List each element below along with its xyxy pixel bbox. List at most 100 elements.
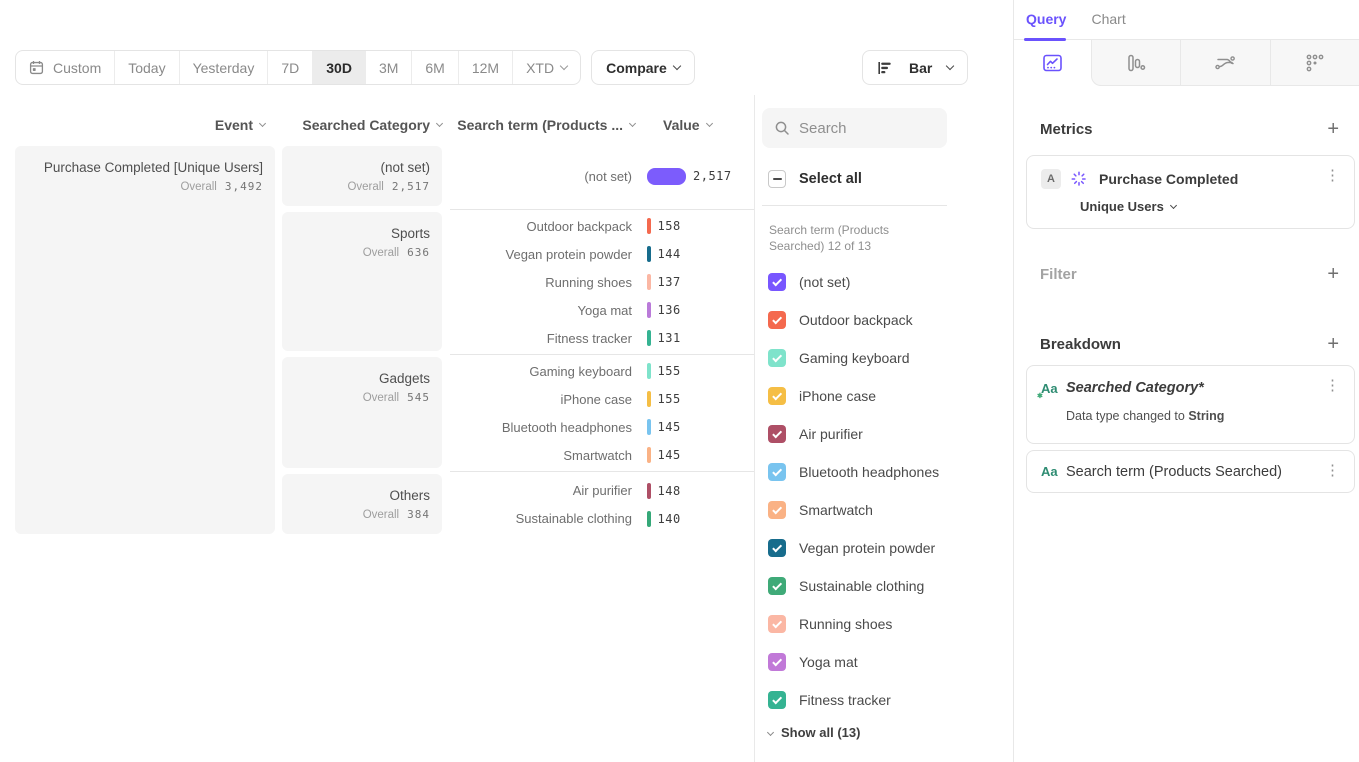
legend-checkbox[interactable]: [768, 691, 786, 709]
value-bar[interactable]: [647, 419, 651, 435]
chevron-down-icon: [946, 61, 955, 71]
search-term-row[interactable]: Fitness tracker 131: [450, 324, 754, 352]
legend-item[interactable]: Air purifier: [762, 415, 948, 453]
breakdown-card[interactable]: Aa Searched Category* ⋮ Data type change…: [1026, 365, 1355, 444]
search-term-row[interactable]: Vegan protein powder 144: [450, 240, 754, 268]
legend-checkbox[interactable]: [768, 425, 786, 443]
search-term-row[interactable]: Sustainable clothing 140: [450, 505, 754, 533]
legend-item[interactable]: Running shoes: [762, 605, 948, 643]
breakdown-property-name: Searched Category*: [1066, 380, 1204, 396]
select-all-checkbox[interactable]: [768, 170, 786, 188]
search-input[interactable]: [799, 119, 929, 137]
value-bar[interactable]: [647, 218, 651, 234]
search-term-row[interactable]: Bluetooth headphones 145: [450, 413, 754, 441]
column-header-event[interactable]: Event: [15, 117, 267, 133]
legend-checkbox[interactable]: [768, 501, 786, 519]
legend-item[interactable]: Vegan protein powder: [762, 529, 948, 567]
search-term-row[interactable]: Yoga mat 136: [450, 296, 754, 324]
legend-item[interactable]: Fitness tracker: [762, 681, 948, 719]
column-header-value[interactable]: Value: [663, 117, 713, 133]
legend-search[interactable]: [762, 108, 947, 148]
search-term-label: Outdoor backpack: [526, 218, 632, 234]
legend-checkbox[interactable]: [768, 653, 786, 671]
tab-insights[interactable]: [1014, 40, 1091, 86]
legend-item[interactable]: Gaming keyboard: [762, 339, 948, 377]
column-header-category[interactable]: Searched Category: [282, 117, 444, 133]
date-range-button[interactable]: Today: [114, 51, 178, 84]
add-filter-button[interactable]: +: [1327, 263, 1339, 285]
chevron-down-icon: [559, 61, 569, 71]
legend-checkbox[interactable]: [768, 311, 786, 329]
legend-item[interactable]: Sustainable clothing: [762, 567, 948, 605]
date-range-button[interactable]: 30D: [312, 51, 365, 84]
date-range-button[interactable]: 3M: [364, 51, 411, 84]
metric-card[interactable]: A Purchase Completed ⋮ Unique Users: [1026, 155, 1355, 229]
legend-item[interactable]: Yoga mat: [762, 643, 948, 681]
tab-query[interactable]: Query: [1026, 10, 1067, 27]
add-metric-button[interactable]: +: [1327, 118, 1339, 140]
add-breakdown-button[interactable]: +: [1327, 333, 1339, 355]
date-range-button[interactable]: Custom: [16, 51, 114, 84]
breakdown-menu-button[interactable]: ⋮: [1325, 462, 1340, 479]
event-cell[interactable]: Purchase Completed [Unique Users] Overal…: [15, 146, 275, 534]
value-bar[interactable]: [647, 274, 651, 290]
category-cell[interactable]: Gadgets Overall 545: [282, 357, 442, 468]
legend-item[interactable]: Smartwatch: [762, 491, 948, 529]
search-term-row[interactable]: Air purifier 148: [450, 477, 754, 505]
legend-checkbox[interactable]: [768, 577, 786, 595]
date-range-button[interactable]: XTD: [512, 51, 580, 84]
value-bar[interactable]: [647, 447, 651, 463]
legend-checkbox[interactable]: [768, 463, 786, 481]
search-term-row[interactable]: Gaming keyboard 155: [450, 357, 754, 385]
select-all-row[interactable]: Select all: [768, 170, 948, 188]
tab-flows[interactable]: [1180, 40, 1269, 85]
search-term-label: Vegan protein powder: [505, 246, 632, 262]
tab-funnels[interactable]: [1092, 40, 1180, 85]
legend-item[interactable]: Outdoor backpack: [762, 301, 948, 339]
date-range-button[interactable]: 12M: [457, 51, 512, 84]
value-bar[interactable]: [647, 363, 651, 379]
tab-chart[interactable]: Chart: [1091, 10, 1126, 27]
search-term-row[interactable]: Running shoes 137: [450, 268, 754, 296]
search-term-row[interactable]: iPhone case 155: [450, 385, 754, 413]
value-bar[interactable]: [647, 246, 651, 262]
legend-checkbox[interactable]: [768, 387, 786, 405]
legend-checkbox[interactable]: [768, 273, 786, 291]
value-bar[interactable]: [647, 167, 686, 185]
value-bar[interactable]: [647, 510, 651, 527]
column-header-search-term[interactable]: Search term (Products ...: [450, 117, 637, 133]
date-range-button[interactable]: Yesterday: [178, 51, 268, 84]
search-term-row[interactable]: Outdoor backpack 158: [450, 212, 754, 240]
search-term-label: Sustainable clothing: [515, 511, 632, 526]
search-term-row[interactable]: (not set) 2,517: [450, 162, 754, 190]
aggregation-dropdown[interactable]: Unique Users: [1080, 199, 1340, 214]
show-all-button[interactable]: Show all (13): [766, 725, 948, 740]
value-bar[interactable]: [647, 330, 651, 346]
legend-checkbox[interactable]: [768, 539, 786, 557]
string-type-icon: Aa: [1037, 381, 1063, 400]
breakdown-note: Data type changed to String: [1066, 409, 1225, 423]
legend-item-label: Vegan protein powder: [799, 540, 936, 556]
legend-checkbox[interactable]: [768, 349, 786, 367]
category-cell[interactable]: Others Overall 384: [282, 474, 442, 534]
legend-item[interactable]: (not set): [762, 263, 948, 301]
date-range-button[interactable]: 6M: [411, 51, 457, 84]
breakdown-menu-button[interactable]: ⋮: [1325, 377, 1340, 394]
compare-button[interactable]: Compare: [591, 50, 695, 85]
report-type-tabs: [1014, 40, 1359, 86]
legend-item[interactable]: Bluetooth headphones: [762, 453, 948, 491]
date-range-button[interactable]: 7D: [267, 51, 312, 84]
metric-menu-button[interactable]: ⋮: [1325, 167, 1340, 184]
legend-item[interactable]: iPhone case: [762, 377, 948, 415]
legend-checkbox[interactable]: [768, 615, 786, 633]
search-term-row[interactable]: Smartwatch 145: [450, 441, 754, 469]
check-icon: [771, 541, 782, 552]
category-cell[interactable]: (not set) Overall 2,517: [282, 146, 442, 206]
tab-retention[interactable]: [1269, 40, 1359, 85]
value-bar[interactable]: [647, 302, 651, 318]
category-cell[interactable]: Sports Overall 636: [282, 212, 442, 351]
value-bar[interactable]: [647, 482, 651, 499]
value-bar[interactable]: [647, 391, 651, 407]
chart-type-button[interactable]: Bar: [862, 50, 969, 85]
breakdown-card[interactable]: Aa Search term (Products Searched) ⋮: [1026, 450, 1355, 493]
